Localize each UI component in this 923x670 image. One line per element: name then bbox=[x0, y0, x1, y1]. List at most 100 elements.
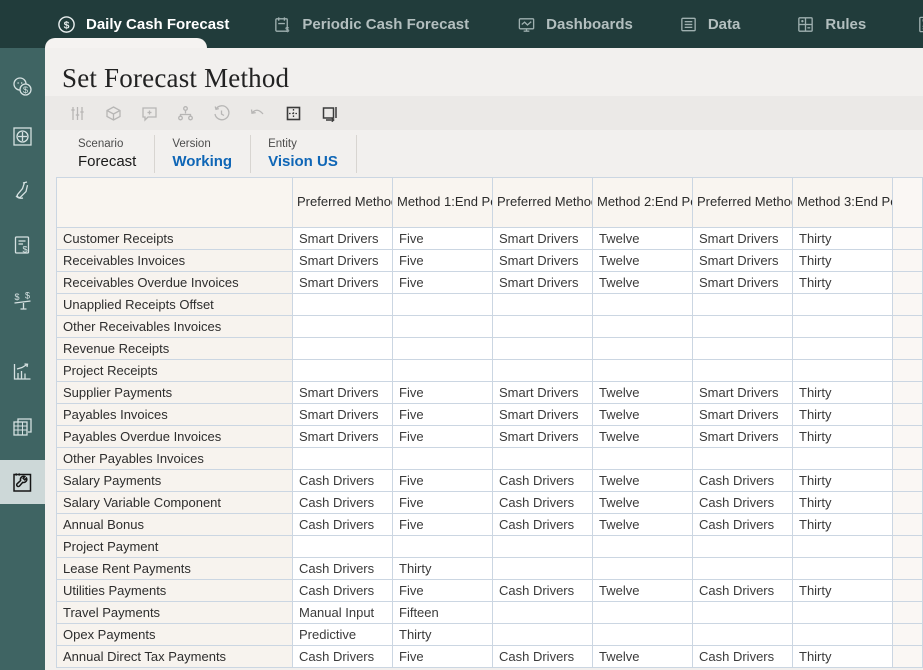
balance-dollar-icon[interactable]: $ $ bbox=[11, 290, 34, 313]
grid-cell[interactable]: Thirty bbox=[792, 381, 893, 404]
grid-cell[interactable] bbox=[692, 601, 793, 624]
grid-cell[interactable]: Five bbox=[392, 645, 493, 668]
nav-tab-data[interactable]: Data bbox=[677, 0, 743, 48]
grid-cell[interactable] bbox=[292, 447, 393, 470]
grid-cell[interactable]: Cash Drivers bbox=[292, 513, 393, 536]
grid-cell[interactable]: Five bbox=[392, 579, 493, 602]
grid-format-icon[interactable] bbox=[285, 105, 302, 122]
grid-cell[interactable]: Cash Drivers bbox=[692, 469, 793, 492]
grid-cell[interactable] bbox=[792, 315, 893, 338]
grid-cell[interactable] bbox=[592, 337, 693, 360]
grid-cell[interactable] bbox=[492, 337, 593, 360]
invoice-dollar-icon[interactable]: $ bbox=[11, 234, 34, 257]
grid-cell[interactable]: Twelve bbox=[592, 227, 693, 250]
grid-cell[interactable]: Cash Drivers bbox=[492, 513, 593, 536]
grid-cell[interactable]: Thirty bbox=[792, 403, 893, 426]
grid-cell[interactable]: Cash Drivers bbox=[492, 491, 593, 514]
grid-cell[interactable]: Five bbox=[392, 249, 493, 272]
grid-cell[interactable]: Cash Drivers bbox=[292, 645, 393, 668]
grid-cell[interactable] bbox=[492, 601, 593, 624]
grid-cell[interactable] bbox=[392, 337, 493, 360]
grid-cell[interactable]: Smart Drivers bbox=[692, 249, 793, 272]
grid-cell[interactable]: Smart Drivers bbox=[292, 403, 393, 426]
grid-cell[interactable] bbox=[492, 557, 593, 580]
grid-cell[interactable]: Smart Drivers bbox=[492, 271, 593, 294]
grid-cell[interactable]: Thirty bbox=[792, 425, 893, 448]
grid-cell[interactable]: Twelve bbox=[592, 403, 693, 426]
grid-cell[interactable] bbox=[692, 447, 793, 470]
grid-cell[interactable]: Cash Drivers bbox=[492, 645, 593, 668]
grid-cell[interactable] bbox=[292, 535, 393, 558]
grid-cell[interactable] bbox=[392, 293, 493, 316]
pov-scenario[interactable]: Scenario Forecast bbox=[78, 134, 156, 173]
grid-cell[interactable] bbox=[492, 535, 593, 558]
grid-cell[interactable]: Twelve bbox=[592, 271, 693, 294]
grid-cell[interactable]: Smart Drivers bbox=[492, 403, 593, 426]
grid-cell[interactable]: Smart Drivers bbox=[692, 403, 793, 426]
grid-cell[interactable]: Smart Drivers bbox=[292, 227, 393, 250]
grid-cell[interactable] bbox=[792, 447, 893, 470]
grid-cell[interactable]: Cash Drivers bbox=[692, 491, 793, 514]
grid-cell[interactable] bbox=[492, 359, 593, 382]
grid-cell[interactable] bbox=[492, 623, 593, 646]
target-square-icon[interactable] bbox=[11, 125, 34, 148]
grid-cell[interactable] bbox=[792, 359, 893, 382]
grid-cell[interactable]: Twelve bbox=[592, 579, 693, 602]
grid-cell[interactable]: Fifteen bbox=[392, 601, 493, 624]
grid-cell[interactable] bbox=[592, 601, 693, 624]
grid-cell[interactable]: Smart Drivers bbox=[692, 227, 793, 250]
grid-cell[interactable]: Smart Drivers bbox=[692, 271, 793, 294]
grid-cell[interactable]: Five bbox=[392, 227, 493, 250]
grid-cell[interactable]: Smart Drivers bbox=[692, 381, 793, 404]
grid-cell[interactable]: Smart Drivers bbox=[492, 425, 593, 448]
grid-cell[interactable]: Thirty bbox=[792, 469, 893, 492]
hierarchy-icon[interactable] bbox=[177, 105, 194, 122]
nav-tab-rules[interactable]: Rules bbox=[794, 0, 868, 48]
grid-cell[interactable] bbox=[592, 557, 693, 580]
grid-cell[interactable] bbox=[592, 315, 693, 338]
grid-cell[interactable] bbox=[392, 315, 493, 338]
grid-cell[interactable] bbox=[792, 557, 893, 580]
grid-cell[interactable]: Cash Drivers bbox=[292, 557, 393, 580]
grid-cell[interactable]: Thirty bbox=[792, 645, 893, 668]
grid-cell[interactable]: Five bbox=[392, 381, 493, 404]
pov-entity[interactable]: Entity Vision US bbox=[268, 134, 357, 173]
grid-cell[interactable] bbox=[692, 557, 793, 580]
grid-cell[interactable] bbox=[792, 535, 893, 558]
grid-cell[interactable] bbox=[592, 623, 693, 646]
grid-cell[interactable] bbox=[792, 601, 893, 624]
grid-cell[interactable]: Thirty bbox=[392, 623, 493, 646]
grid-cell[interactable]: Twelve bbox=[592, 425, 693, 448]
grid-cell[interactable] bbox=[692, 315, 793, 338]
comment-add-icon[interactable] bbox=[141, 105, 158, 122]
pov-version[interactable]: Version Working bbox=[172, 134, 252, 173]
undo-icon[interactable] bbox=[249, 105, 266, 122]
grid-cell[interactable]: Five bbox=[392, 271, 493, 294]
grid-cell[interactable]: Cash Drivers bbox=[292, 491, 393, 514]
grid-cell[interactable]: Smart Drivers bbox=[292, 271, 393, 294]
grid-cell[interactable]: Thirty bbox=[792, 579, 893, 602]
grid-cell[interactable]: Cash Drivers bbox=[692, 579, 793, 602]
grid-cell[interactable]: Thirty bbox=[792, 227, 893, 250]
grid-cell[interactable] bbox=[492, 447, 593, 470]
grid-cell[interactable]: Five bbox=[392, 469, 493, 492]
layered-grid-icon[interactable] bbox=[11, 415, 34, 438]
grid-cell[interactable] bbox=[592, 447, 693, 470]
grid-cell[interactable]: Five bbox=[392, 425, 493, 448]
grid-cell[interactable]: Smart Drivers bbox=[292, 249, 393, 272]
grid-cell[interactable]: Smart Drivers bbox=[292, 381, 393, 404]
grid-cell[interactable]: Five bbox=[392, 513, 493, 536]
grid-cell[interactable] bbox=[692, 623, 793, 646]
chart-trend-icon[interactable] bbox=[11, 360, 34, 383]
flask-hand-icon[interactable] bbox=[11, 179, 34, 202]
grid-cell[interactable]: Cash Drivers bbox=[692, 513, 793, 536]
grid-cell[interactable]: Smart Drivers bbox=[492, 381, 593, 404]
grid-cell[interactable] bbox=[692, 337, 793, 360]
grid-cell[interactable] bbox=[392, 535, 493, 558]
grid-cell[interactable] bbox=[592, 293, 693, 316]
grid-cell[interactable]: Five bbox=[392, 403, 493, 426]
grid-cell[interactable]: Smart Drivers bbox=[292, 425, 393, 448]
nav-tab-dashboards[interactable]: Dashboards bbox=[515, 0, 635, 48]
grid-cell[interactable]: Smart Drivers bbox=[692, 425, 793, 448]
grid-cell[interactable]: Five bbox=[392, 491, 493, 514]
